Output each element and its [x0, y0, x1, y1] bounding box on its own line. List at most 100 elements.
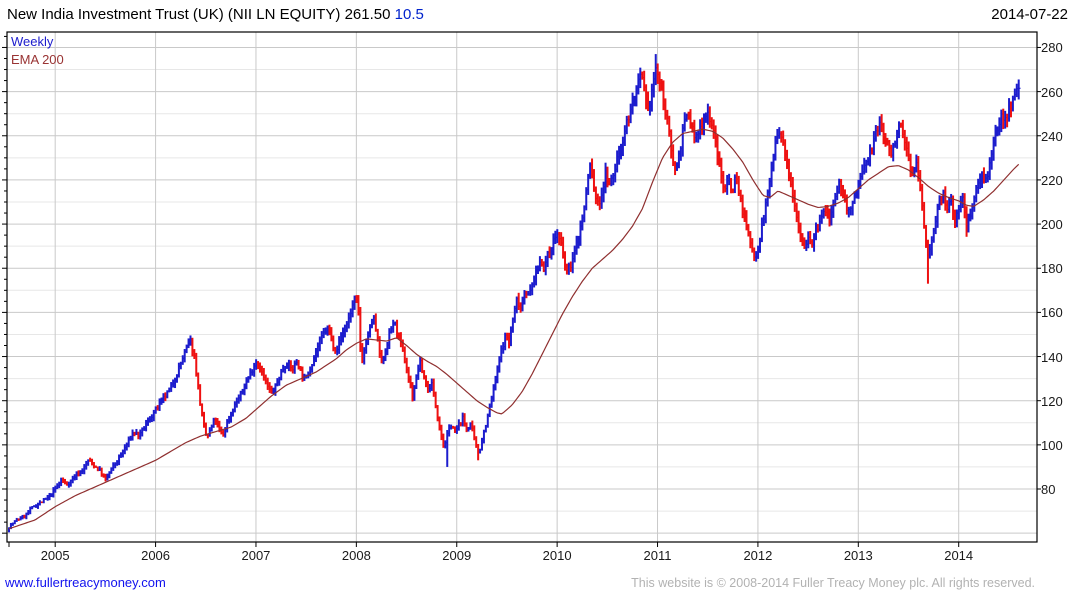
price-bar [137, 431, 140, 440]
close-tick [227, 420, 229, 422]
x-axis-label: 2007 [241, 548, 271, 563]
close-tick [215, 420, 218, 423]
price-bar [175, 374, 178, 383]
close-tick [431, 382, 434, 384]
price-bar [975, 184, 978, 203]
price-bar [637, 73, 640, 95]
price-bar [426, 380, 429, 393]
price-bar [867, 157, 870, 166]
price-bar [243, 383, 246, 396]
close-tick [122, 450, 125, 452]
close-tick [559, 237, 562, 240]
price-bar [249, 368, 252, 380]
price-bar [936, 203, 939, 228]
price-bar [610, 174, 613, 187]
price-bar [749, 231, 752, 249]
legend-item-weekly: Weekly [11, 34, 54, 49]
close-tick [292, 369, 295, 371]
close-tick [300, 368, 303, 370]
close-tick [580, 225, 583, 227]
close-tick [497, 367, 500, 369]
price-bar [63, 478, 66, 485]
price-bar [405, 357, 408, 374]
price-bar [399, 332, 402, 348]
close-tick [140, 432, 143, 434]
close-tick [590, 164, 592, 166]
footer-site-link[interactable]: www.fullertreacymoney.com [5, 575, 166, 590]
page-title: New India Investment Trust (UK) (NII LN … [7, 6, 424, 23]
price-bar [278, 376, 281, 386]
y-axis-label: 140 [1041, 349, 1063, 365]
close-tick [734, 176, 737, 178]
close-tick [184, 350, 187, 352]
close-tick [665, 114, 668, 116]
close-tick [182, 357, 185, 360]
close-tick [729, 179, 731, 181]
price-bar [481, 437, 483, 451]
price-bar [739, 189, 742, 203]
price-bar [382, 355, 385, 365]
close-tick [709, 120, 712, 123]
price-bar [645, 84, 648, 110]
price-bar [297, 359, 300, 370]
close-tick [565, 266, 567, 268]
close-tick [518, 305, 521, 307]
price-bar [380, 349, 383, 364]
close-tick [271, 391, 274, 393]
price-bar [461, 412, 464, 427]
price-bar [786, 149, 789, 170]
price-bar [62, 477, 65, 483]
close-tick [144, 427, 146, 430]
close-tick [891, 154, 894, 156]
close-tick [335, 350, 338, 352]
close-tick [288, 362, 291, 364]
price-bar [197, 372, 200, 390]
close-tick [117, 461, 119, 463]
close-tick [126, 443, 129, 446]
price-bar [618, 145, 621, 165]
price-bar [378, 336, 381, 358]
price-bar [544, 255, 547, 276]
close-tick [267, 385, 270, 387]
price-bar [332, 335, 335, 352]
price-bar [992, 136, 995, 161]
close-tick [474, 437, 477, 439]
price-bar [1011, 95, 1014, 112]
close-tick [462, 415, 465, 417]
close-tick [49, 494, 52, 496]
close-tick [574, 250, 577, 252]
close-tick [88, 460, 90, 462]
price-bar [106, 473, 109, 481]
price-bar [639, 67, 642, 89]
close-tick [207, 435, 210, 437]
instrument-title: New India Investment Trust (UK) (NII LN … [7, 6, 391, 23]
price-bar [235, 397, 238, 408]
price-bar [560, 232, 563, 246]
close-tick [528, 293, 531, 295]
price-bar [766, 189, 769, 207]
price-bar [25, 512, 28, 520]
price-bar [162, 393, 165, 404]
price-bar [882, 122, 885, 145]
close-tick [223, 434, 226, 436]
close-tick [765, 201, 768, 204]
close-tick [566, 269, 569, 272]
price-bar [286, 362, 289, 369]
close-tick [933, 230, 936, 232]
price-bar [703, 113, 706, 136]
close-tick [736, 178, 739, 180]
close-tick [941, 197, 944, 199]
close-tick [472, 427, 475, 429]
close-tick [534, 280, 536, 282]
price-bar [793, 189, 796, 212]
close-tick [120, 453, 123, 455]
close-tick [420, 359, 423, 362]
price-bar [797, 210, 800, 234]
close-tick [39, 501, 42, 503]
price-bar [119, 452, 122, 458]
price-bar [446, 430, 449, 467]
price-bar [784, 139, 787, 161]
close-tick [429, 387, 432, 389]
close-tick [634, 99, 637, 101]
price-bar [623, 125, 626, 146]
